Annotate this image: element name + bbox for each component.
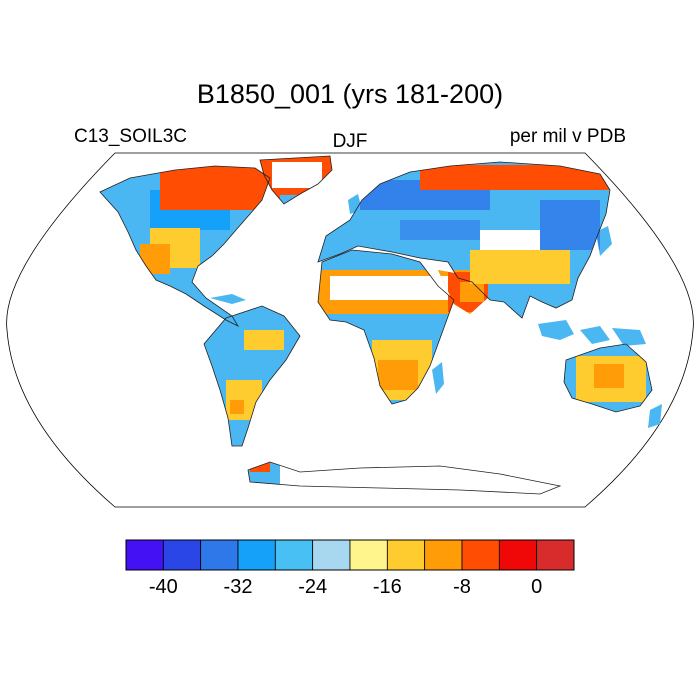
season-label: DJF <box>332 131 368 152</box>
colorbar-box <box>386 539 426 571</box>
colorbar-box <box>125 539 164 571</box>
colorbar-box <box>349 539 388 571</box>
colorbar-box <box>424 539 463 571</box>
colorbar-box <box>237 539 276 571</box>
colorbar-tick-label: -24 <box>298 576 328 598</box>
units-label: per mil v PDB <box>509 126 626 147</box>
colorbar-tick-label: -8 <box>453 576 471 598</box>
colorbar-box <box>200 539 239 571</box>
colorbar-tick-label: 0 <box>531 576 543 598</box>
plot-title: B1850_001 (yrs 181-200) <box>196 79 504 109</box>
colorbar-box <box>461 539 500 571</box>
colorbar-tick-label: -16 <box>372 576 402 598</box>
colorbar-tick-label: -32 <box>223 576 253 598</box>
colorbar-box <box>274 539 314 571</box>
variable-name: C13_SOIL3C <box>74 126 188 147</box>
colorbar-box <box>498 539 538 571</box>
colorbar-box <box>162 539 202 571</box>
colorbar-tick-label: -40 <box>148 576 178 598</box>
colorbar-box <box>312 539 351 571</box>
colorbar-box <box>536 539 575 571</box>
